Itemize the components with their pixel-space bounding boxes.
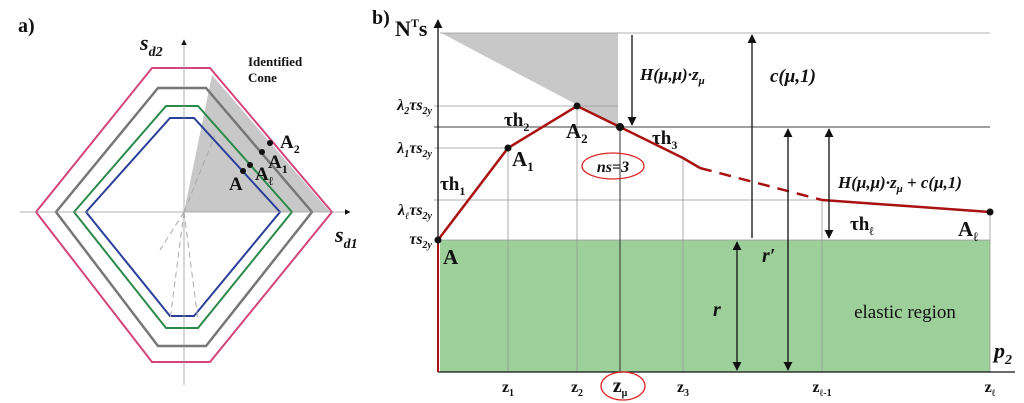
x-label: zμ (613, 375, 628, 399)
x-label: zℓ (985, 379, 996, 399)
x-label: zℓ-1 (812, 379, 831, 399)
point (504, 144, 512, 152)
point-label: A2 (280, 132, 300, 156)
point (247, 162, 253, 168)
curve (821, 198, 991, 214)
point (267, 140, 273, 146)
y-label: λ1τs2y (396, 140, 432, 160)
segment-label: τh3 (652, 128, 677, 152)
axis-label: sd2 (139, 30, 163, 60)
segment-label: τhℓ (850, 214, 874, 238)
dash (159, 211, 185, 251)
point-label: A1 (512, 147, 534, 174)
point (259, 149, 265, 155)
dash (169, 211, 185, 321)
x-label: z3 (677, 379, 689, 399)
point (573, 102, 581, 110)
cone-label: Cone (248, 70, 277, 85)
curve (437, 104, 701, 241)
dash (183, 211, 199, 321)
ns-label: ns=3 (597, 159, 629, 176)
y-label: τs2y (409, 231, 432, 251)
y-labels: λ2τs2y λ1τs2y λℓτs2y τs2y (396, 97, 432, 251)
zmu-circle (600, 371, 646, 401)
point-label: A2 (566, 119, 588, 146)
point-label: A1 (268, 152, 288, 176)
ns-circle (581, 152, 645, 180)
point-label: A (229, 174, 243, 195)
cone (184, 75, 330, 212)
y-label: λℓτs2y (397, 202, 433, 222)
x-label: z1 (502, 379, 514, 399)
dash (183, 134, 216, 213)
curve-dashed (699, 166, 823, 202)
axis-label: p2 (992, 338, 1012, 368)
annotation: H(μ,μ)·zμ + c(μ,1) (837, 173, 962, 195)
axis-label: NTs (395, 16, 428, 41)
y-label: λ2τs2y (396, 97, 432, 117)
point (616, 123, 624, 131)
cone-label: Identified (248, 54, 303, 69)
panel-label: a) (18, 15, 35, 37)
x-labels: z1 z2 zμ z3 zℓ-1 zℓ (502, 375, 996, 399)
x-label: z2 (571, 379, 583, 399)
annotation: H(μ,μ)·zμ (639, 65, 705, 87)
panel-a: a) sd2 sd1 Identified Cone A2 A1 Aℓ A (18, 15, 358, 385)
segment-label: τh2 (504, 110, 529, 134)
point-label: Aℓ (255, 164, 274, 188)
annotation: r′ (762, 245, 775, 267)
annotation: r (713, 299, 721, 321)
point-label: Aℓ (958, 217, 978, 244)
point (434, 236, 442, 244)
segment-label: τh1 (440, 174, 465, 198)
panel-label: b) (372, 7, 390, 29)
region-label: elastic region (854, 302, 956, 323)
point (986, 208, 994, 216)
annotation: c(μ,1) (770, 66, 816, 87)
axis-label: sd1 (334, 222, 358, 252)
point-label: A (443, 245, 459, 269)
elastic-region (440, 240, 990, 372)
point (240, 168, 246, 174)
